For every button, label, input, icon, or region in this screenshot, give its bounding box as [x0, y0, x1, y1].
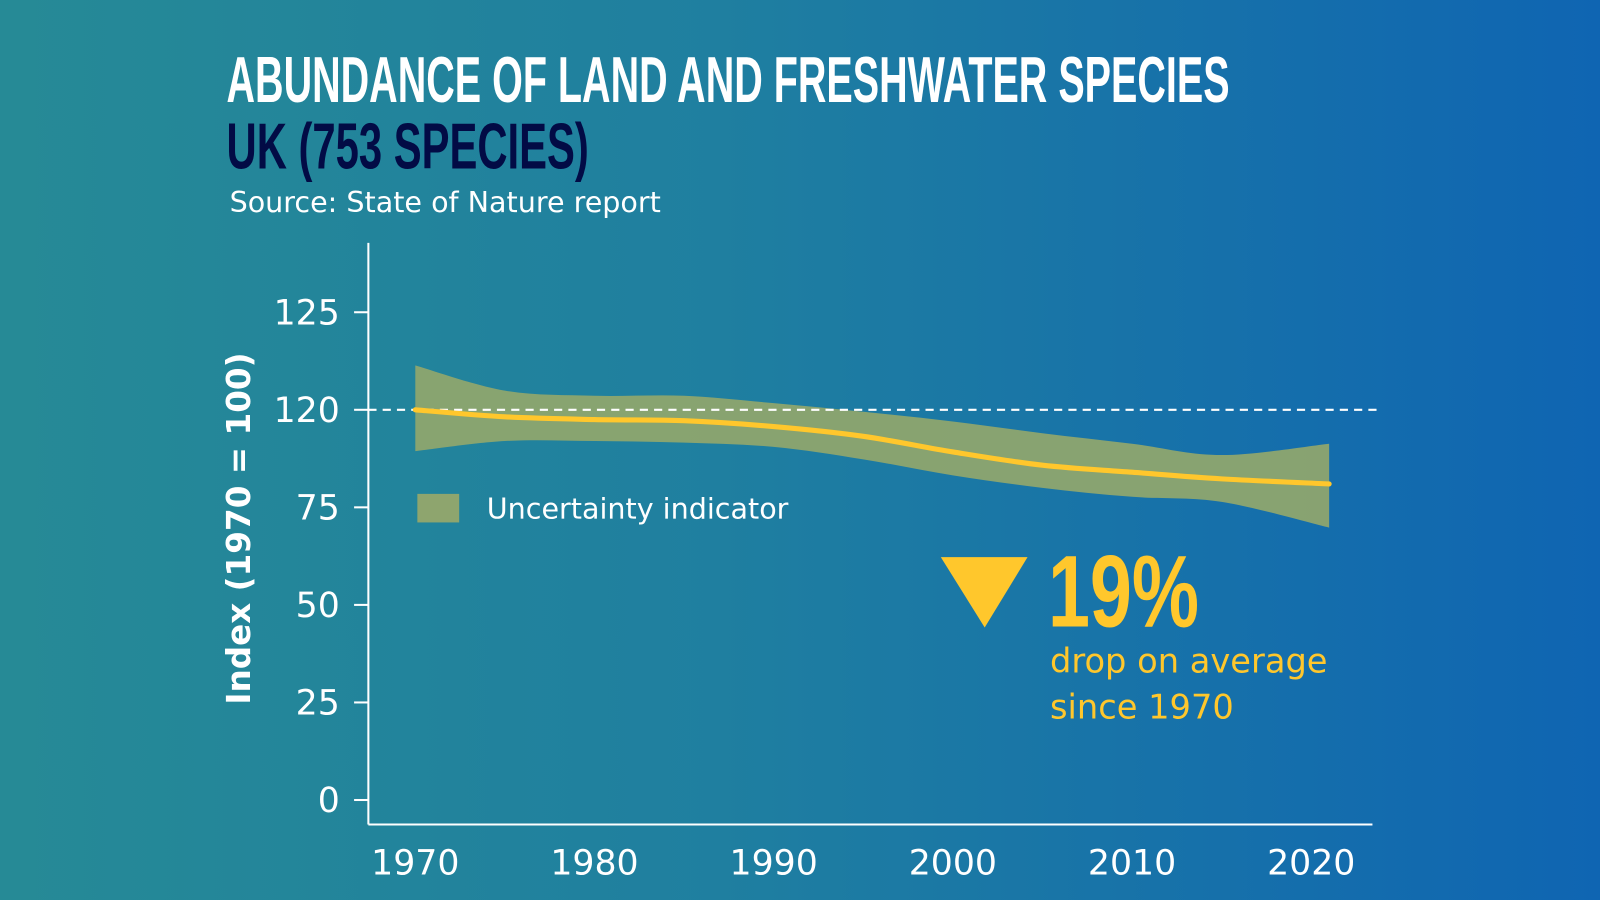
y-tick-label: 75	[296, 489, 340, 529]
x-tick-label: 1970	[371, 843, 459, 883]
uncertainty-band	[415, 365, 1330, 528]
legend-swatch	[417, 493, 460, 523]
y-tick-label: 125	[274, 293, 340, 333]
y-axis-label: Index (1970 = 100)	[220, 352, 258, 704]
x-tick-label: 2000	[909, 843, 997, 883]
x-tick-label: 2010	[1088, 843, 1176, 883]
x-tick-label: 2020	[1267, 843, 1355, 883]
source-note: Source: State of Nature report	[230, 185, 661, 219]
chart-subtitle: UK (753 SPECIES)	[227, 109, 589, 182]
down-triangle-icon	[940, 557, 1028, 628]
callout-line1: drop on average	[1050, 641, 1328, 680]
callout-line2: since 1970	[1050, 687, 1234, 726]
x-tick-label: 1990	[730, 843, 818, 883]
series-line	[412, 407, 1332, 487]
y-tick-label: 0	[318, 781, 340, 821]
x-tick-label: 1980	[550, 843, 638, 883]
y-tick-label: 50	[296, 586, 340, 626]
callout-value: 19%	[1048, 535, 1199, 649]
y-tick-label: 25	[296, 684, 340, 724]
legend-label: Uncertainty indicator	[487, 491, 789, 525]
y-tick-label: 120	[274, 391, 340, 431]
chart-title: ABUNDANCE OF LAND AND FRESHWATER SPECIES	[227, 43, 1230, 116]
